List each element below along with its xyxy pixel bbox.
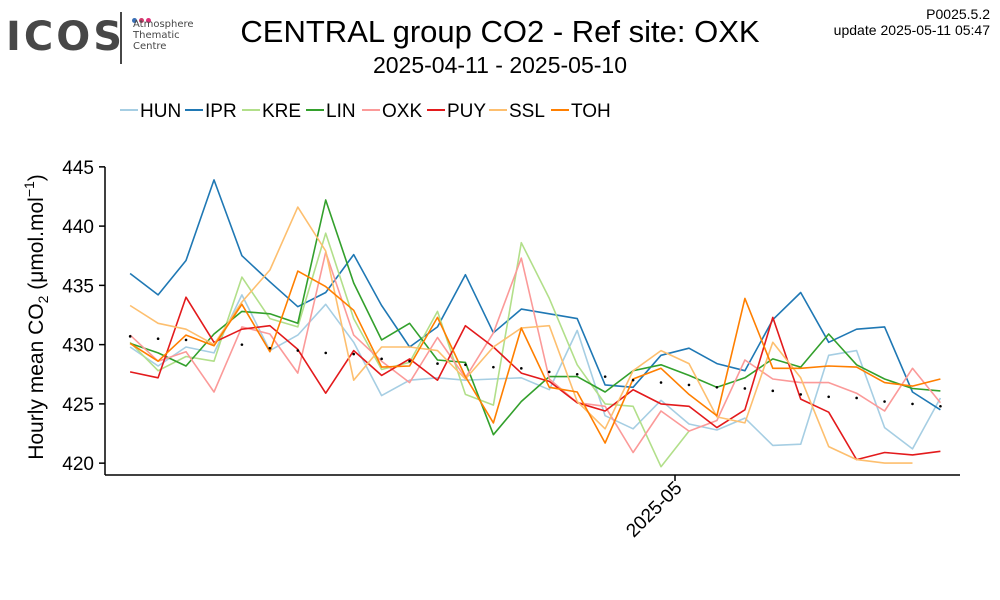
logo-dot	[132, 18, 137, 23]
reference-dot	[771, 389, 775, 393]
logo-dot	[139, 18, 144, 23]
x-tick-label: 2025-05	[622, 478, 686, 542]
reference-dot	[743, 387, 747, 390]
reference-dot	[408, 359, 411, 363]
reference-dot	[659, 381, 663, 384]
reference-dot	[268, 346, 272, 350]
legend-label: SSL	[509, 101, 545, 122]
reference-dot	[436, 362, 439, 365]
reference-dot	[240, 343, 244, 346]
reference-dot	[156, 337, 160, 341]
legend-label: HUN	[140, 101, 181, 122]
logo-dot	[146, 18, 151, 23]
reference-dot	[715, 385, 719, 389]
series-line-kre	[129, 232, 690, 468]
reference-dot	[324, 351, 328, 355]
series-line-hun	[129, 294, 942, 450]
legend-label: KRE	[262, 101, 301, 122]
reference-dot	[827, 395, 830, 399]
reference-dot	[799, 393, 803, 396]
y-axis-label: Hourly mean CO2 (μmol.mol−1)	[21, 174, 51, 460]
version-info: P0025.5.2 update 2025-05-11 05:47	[830, 6, 990, 38]
reference-dot	[547, 370, 551, 374]
legend-label: TOH	[571, 101, 611, 122]
update-info: update 2025-05-11 05:47	[830, 22, 990, 38]
legend-label: LIN	[326, 101, 356, 122]
logo-divider	[120, 12, 122, 64]
chart-subtitle: 2025-04-11 - 2025-05-10	[372, 52, 628, 78]
reference-dot	[631, 378, 635, 382]
reference-dot	[464, 363, 467, 367]
ylabel-unit: (μmol.mol	[25, 197, 48, 295]
logo-dots	[132, 10, 153, 23]
legend-label: IPR	[205, 101, 237, 122]
reference-dot	[380, 357, 383, 361]
y-tick-label: 425	[62, 395, 94, 416]
series-line-puy	[129, 296, 941, 461]
update-time: 2025-05-11 05:47	[880, 22, 991, 38]
ylabel-sub: 2	[35, 295, 51, 303]
ylabel-sup: −1	[21, 181, 37, 197]
series-line-toh	[129, 270, 941, 444]
ylabel-main: Hourly mean CO	[25, 303, 48, 459]
reference-dot	[883, 400, 886, 403]
x-axis: 2025-05	[105, 474, 960, 542]
reference-dot	[911, 402, 914, 406]
reference-dot	[575, 372, 579, 376]
reference-dot	[939, 404, 942, 408]
update-label: update	[833, 22, 877, 38]
version-label: P0025.5.2	[926, 6, 990, 22]
y-tick-label: 420	[62, 454, 94, 475]
logo-line: Centre	[133, 41, 167, 52]
legend-label: OXK	[382, 101, 422, 122]
reference-dot	[520, 367, 523, 370]
legend: HUN IPR KRE LIN OXK PUY SSL TOH	[120, 101, 611, 122]
icos-logo: ICOS Atmosphere Thematic Centre	[6, 8, 206, 68]
reference-dot	[128, 335, 132, 338]
logo-line: Atmosphere	[133, 19, 194, 30]
logo-wordmark: ICOS	[6, 14, 126, 60]
series-lines	[128, 179, 942, 468]
series-line-oxk	[129, 251, 942, 454]
y-tick-label: 435	[62, 276, 94, 297]
reference-dot	[855, 396, 858, 400]
y-axis: 420 425 430 435 440 445	[62, 158, 106, 475]
reference-dot	[296, 349, 300, 352]
series-line-ipr	[129, 179, 941, 411]
reference-dot	[352, 352, 355, 356]
y-tick-label: 445	[62, 158, 94, 179]
reference-dot	[184, 338, 188, 342]
series-line-lin	[129, 199, 941, 436]
legend-label: PUY	[447, 101, 486, 122]
y-tick-label: 440	[62, 217, 94, 238]
ylabel-close: )	[25, 174, 48, 181]
reference-dot	[603, 375, 607, 378]
chart-title: CENTRAL group CO2 - Ref site: OXK	[240, 14, 760, 49]
logo-subtitle: Atmosphere Thematic Centre	[133, 19, 194, 52]
reference-dot	[492, 365, 495, 369]
reference-dot	[687, 383, 691, 387]
logo-line: Thematic	[133, 30, 180, 41]
y-tick-label: 430	[62, 336, 94, 357]
